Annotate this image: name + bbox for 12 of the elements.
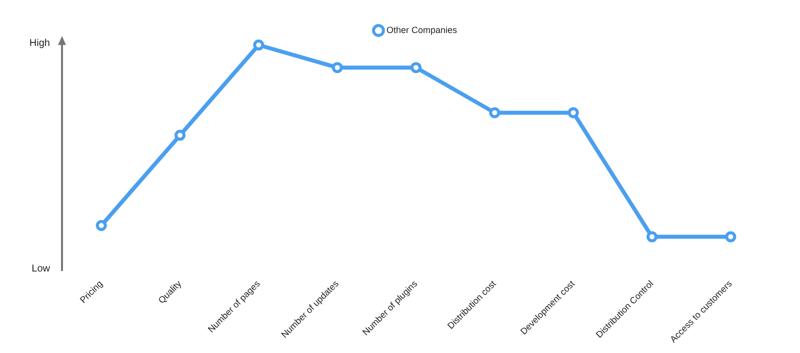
point	[96, 220, 107, 232]
point	[174, 130, 186, 141]
point	[725, 231, 736, 242]
text: High	[29, 38, 50, 49]
point	[489, 107, 500, 118]
text: Low	[32, 263, 51, 274]
point	[253, 40, 264, 50]
point	[568, 107, 579, 118]
point	[332, 62, 343, 74]
point	[646, 231, 658, 242]
point	[410, 62, 422, 74]
legend-label: Other Companies	[386, 24, 458, 35]
